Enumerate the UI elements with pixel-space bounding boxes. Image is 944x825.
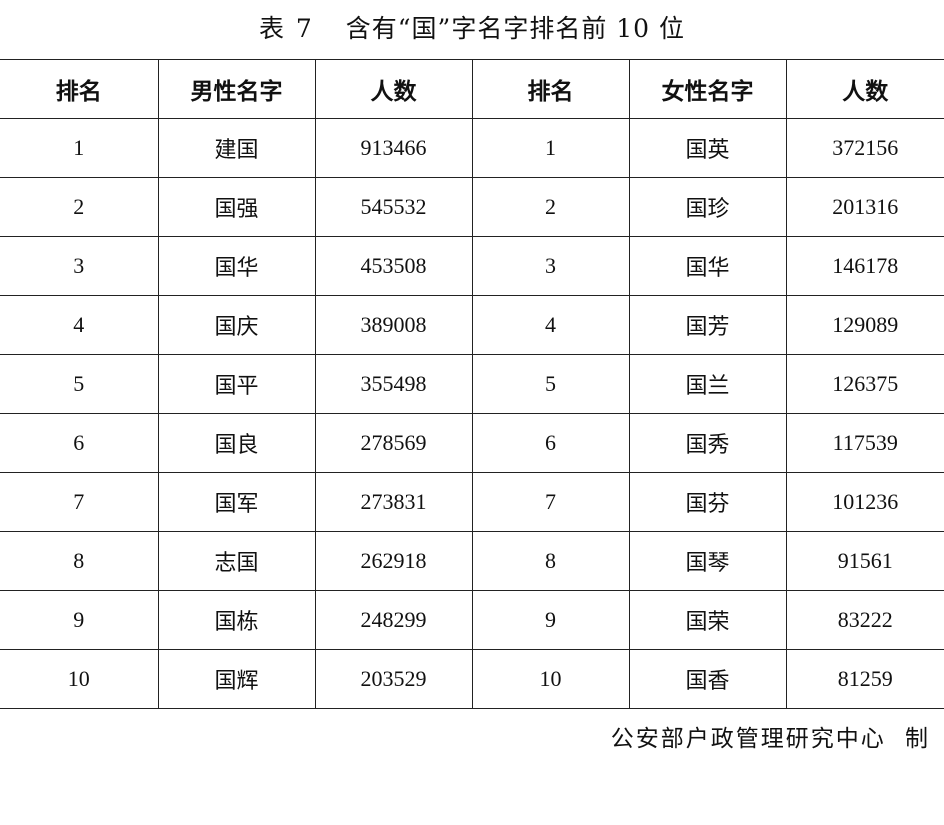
female-rank-cell: 10 (471, 649, 629, 709)
male-count-cell: 913466 (314, 118, 472, 178)
male-count-cell: 453508 (314, 236, 472, 296)
table-title-text: 含有“国”字名字排名前 10 位 (345, 14, 686, 43)
header-female-count: 人数 (785, 59, 944, 119)
table-row: 3 国华 453508 3 国华 146178 (0, 236, 944, 296)
female-rank-cell: 7 (471, 472, 629, 532)
male-count-cell: 355498 (314, 354, 472, 414)
male-name-cell: 建国 (157, 118, 315, 178)
male-rank-cell: 9 (0, 590, 158, 650)
female-count-cell: 201316 (785, 177, 944, 237)
table-row: 7 国军 273831 7 国芬 101236 (0, 472, 944, 532)
table-title: 表 7 含有“国”字名字排名前 10 位 (0, 8, 944, 50)
female-rank-cell: 8 (471, 531, 629, 591)
female-name-cell: 国珍 (628, 177, 786, 237)
female-rank-cell: 5 (471, 354, 629, 414)
female-name-cell: 国荣 (628, 590, 786, 650)
female-name-cell: 国秀 (628, 413, 786, 473)
female-count-cell: 129089 (785, 295, 944, 355)
female-count-cell: 372156 (785, 118, 944, 178)
table-title-prefix: 表 (258, 14, 285, 43)
male-name-cell: 国平 (157, 354, 315, 414)
header-male-rank: 排名 (0, 59, 158, 119)
female-rank-cell: 6 (471, 413, 629, 473)
male-rank-cell: 4 (0, 295, 158, 355)
female-name-cell: 国琴 (628, 531, 786, 591)
male-rank-cell: 2 (0, 177, 158, 237)
female-name-cell: 国英 (628, 118, 786, 178)
male-count-cell: 278569 (314, 413, 472, 473)
male-name-cell: 国华 (157, 236, 315, 296)
table-body: 1 建国 913466 1 国英 372156 2 国强 545532 2 国珍 201316 3 国华 4… (0, 118, 944, 709)
male-rank-cell: 6 (0, 413, 158, 473)
female-count-cell: 81259 (785, 649, 944, 709)
source-suffix: 制 (905, 726, 930, 752)
male-name-cell: 国栋 (157, 590, 315, 650)
female-count-cell: 101236 (785, 472, 944, 532)
table-row: 1 建国 913466 1 国英 372156 (0, 118, 944, 178)
female-rank-cell: 1 (471, 118, 629, 178)
male-rank-cell: 3 (0, 236, 158, 296)
male-rank-cell: 5 (0, 354, 158, 414)
table-row: 9 国栋 248299 9 国荣 83222 (0, 590, 944, 650)
male-name-cell: 国良 (157, 413, 315, 473)
table-row: 8 志国 262918 8 国琴 91561 (0, 531, 944, 591)
table-row: 6 国良 278569 6 国秀 117539 (0, 413, 944, 473)
male-count-cell: 545532 (314, 177, 472, 237)
female-name-cell: 国芬 (628, 472, 786, 532)
male-name-cell: 志国 (157, 531, 315, 591)
female-rank-cell: 2 (471, 177, 629, 237)
male-count-cell: 203529 (314, 649, 472, 709)
female-count-cell: 117539 (785, 413, 944, 473)
source-organization: 公安部户政管理研究中心 (610, 726, 886, 752)
female-count-cell: 83222 (785, 590, 944, 650)
female-count-cell: 91561 (785, 531, 944, 591)
female-name-cell: 国华 (628, 236, 786, 296)
female-count-cell: 126375 (785, 354, 944, 414)
name-ranking-table: 排名 男性名字 人数 排名 女性名字 人数 1 建国 913466 1 国英 372156… (0, 59, 944, 709)
female-name-cell: 国芳 (628, 295, 786, 355)
male-name-cell: 国庆 (157, 295, 315, 355)
male-name-cell: 国强 (157, 177, 315, 237)
female-name-cell: 国兰 (628, 354, 786, 414)
female-rank-cell: 9 (471, 590, 629, 650)
table-row: 2 国强 545532 2 国珍 201316 (0, 177, 944, 237)
male-rank-cell: 10 (0, 649, 158, 709)
table-row: 4 国庆 389008 4 国芳 129089 (0, 295, 944, 355)
table-header-row: 排名 男性名字 人数 排名 女性名字 人数 (0, 59, 944, 119)
header-male-name: 男性名字 (157, 59, 315, 119)
male-rank-cell: 8 (0, 531, 158, 591)
male-count-cell: 262918 (314, 531, 472, 591)
female-rank-cell: 3 (471, 236, 629, 296)
female-count-cell: 146178 (785, 236, 944, 296)
male-count-cell: 273831 (314, 472, 472, 532)
table-title-number: 7 (295, 14, 313, 43)
table-row: 10 国辉 203529 10 国香 81259 (0, 649, 944, 709)
female-rank-cell: 4 (471, 295, 629, 355)
male-rank-cell: 7 (0, 472, 158, 532)
table-row: 5 国平 355498 5 国兰 126375 (0, 354, 944, 414)
male-count-cell: 389008 (314, 295, 472, 355)
header-male-count: 人数 (314, 59, 472, 119)
female-name-cell: 国香 (628, 649, 786, 709)
male-name-cell: 国辉 (157, 649, 315, 709)
male-rank-cell: 1 (0, 118, 158, 178)
header-female-name: 女性名字 (628, 59, 786, 119)
header-female-rank: 排名 (471, 59, 629, 119)
male-count-cell: 248299 (314, 590, 472, 650)
male-name-cell: 国军 (157, 472, 315, 532)
source-credit: 公安部户政管理研究中心 制 (611, 722, 930, 756)
